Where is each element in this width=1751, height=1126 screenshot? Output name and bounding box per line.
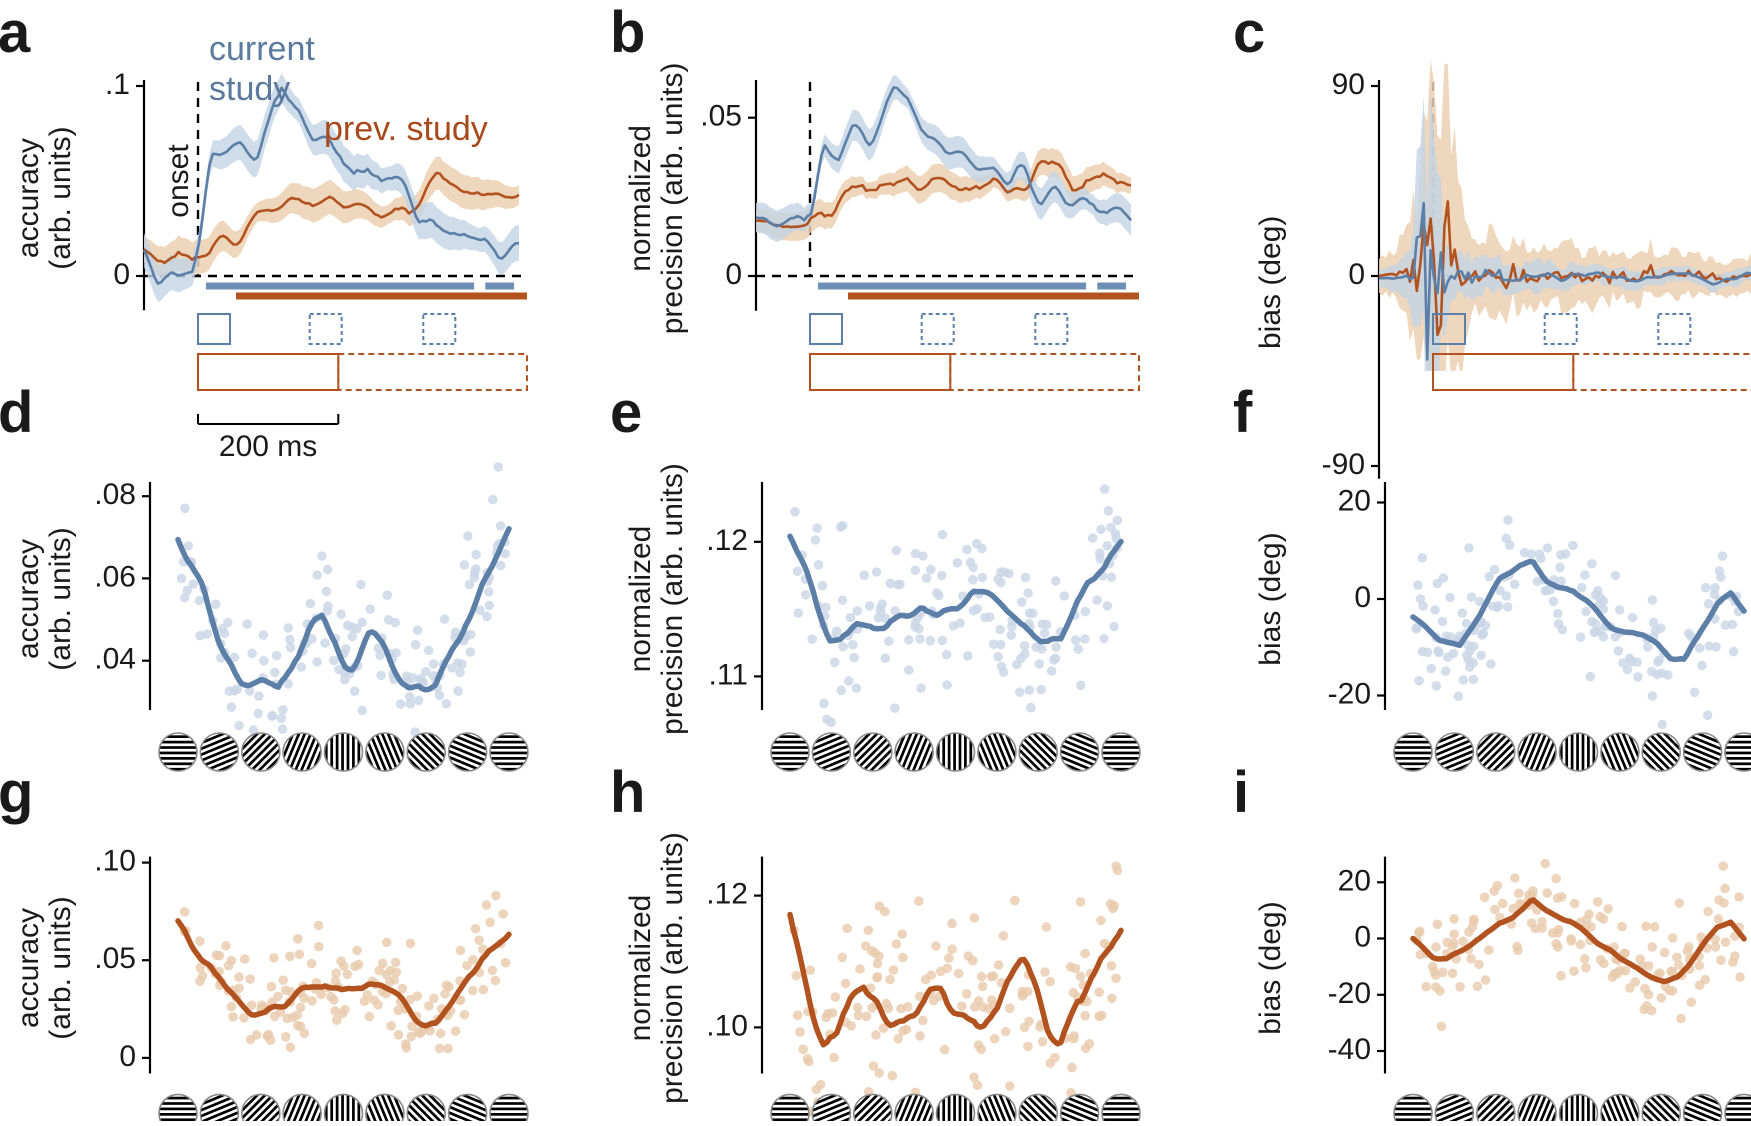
svg-text:0: 0 [1348,258,1365,291]
svg-text:.10: .10 [706,1009,748,1042]
svg-text:0: 0 [1354,581,1371,614]
svg-text:(arb. units): (arb. units) [44,527,77,670]
svg-text:precision (arb. units): precision (arb. units) [656,463,689,735]
svg-text:current: current [209,30,315,68]
svg-text:.1: .1 [105,68,130,101]
svg-text:bias (deg): bias (deg) [1254,532,1287,665]
svg-text:accuracy: accuracy [12,138,45,258]
svg-text:study: study [209,70,290,108]
svg-text:200 ms: 200 ms [219,430,317,463]
svg-text:accuracy: accuracy [12,539,45,659]
svg-text:.05: .05 [94,942,136,975]
svg-text:e: e [610,380,642,445]
svg-text:i: i [1233,760,1249,825]
svg-text:h: h [610,760,645,825]
svg-text:-20: -20 [1328,678,1371,711]
svg-text:-90: -90 [1322,448,1365,481]
svg-text:20: 20 [1338,485,1371,518]
svg-text:normalized: normalized [624,125,657,272]
svg-text:prev. study: prev. study [324,110,488,148]
svg-text:onset: onset [162,144,195,218]
svg-text:90: 90 [1332,68,1365,101]
svg-text:(arb. units): (arb. units) [44,896,77,1039]
svg-text:d: d [0,380,33,445]
svg-text:accuracy: accuracy [12,908,45,1028]
svg-text:normalized: normalized [624,526,657,673]
svg-text:.12: .12 [706,524,748,557]
svg-text:.12: .12 [706,878,748,911]
svg-text:bias (deg): bias (deg) [1254,216,1287,349]
svg-text:b: b [610,0,645,65]
svg-text:-20: -20 [1328,977,1371,1010]
svg-text:g: g [0,760,33,825]
svg-text:.05: .05 [700,100,742,133]
svg-text:20: 20 [1338,864,1371,897]
svg-text:.11: .11 [709,658,748,691]
svg-text:.08: .08 [94,478,136,511]
svg-text:0: 0 [725,258,742,291]
svg-text:a: a [0,0,31,65]
svg-text:.06: .06 [94,560,136,593]
svg-text:.10: .10 [94,845,136,878]
svg-text:(arb. units): (arb. units) [44,126,77,269]
svg-text:0: 0 [113,258,130,291]
svg-text:bias (deg): bias (deg) [1254,901,1287,1034]
svg-text:precision (arb. units): precision (arb. units) [656,63,689,335]
svg-text:normalized: normalized [624,895,657,1042]
svg-text:0: 0 [1354,921,1371,954]
svg-text:0: 0 [119,1040,136,1073]
svg-text:.04: .04 [94,643,136,676]
svg-text:precision (arb. units): precision (arb. units) [656,832,689,1104]
svg-text:f: f [1233,380,1253,445]
svg-text:-40: -40 [1328,1033,1371,1066]
svg-text:c: c [1233,0,1265,65]
